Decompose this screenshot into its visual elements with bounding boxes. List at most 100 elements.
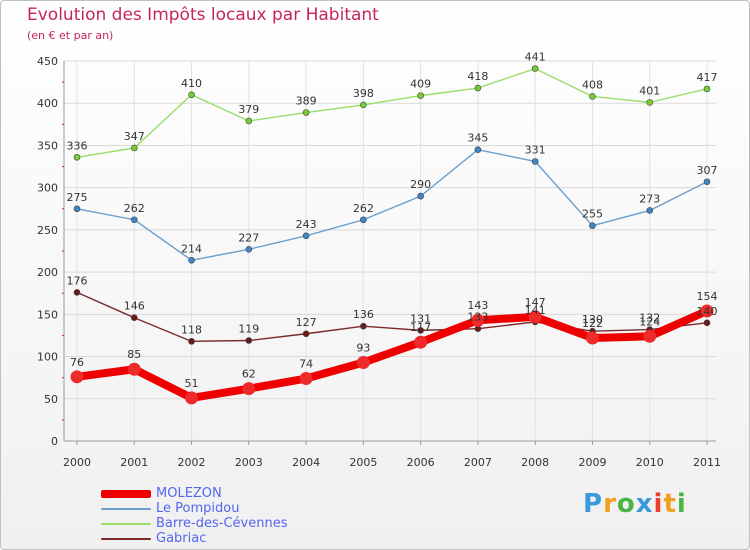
logo-letter: P (583, 489, 604, 519)
proxiti-logo: Proxiti (583, 489, 687, 519)
legend-label: Gabriac (156, 531, 207, 546)
data-label: 336 (67, 139, 88, 152)
series-line-barre-des-c-vennes (76, 67, 708, 158)
data-point (73, 205, 81, 213)
data-point (302, 232, 310, 240)
logo-letter: i (653, 489, 664, 519)
data-label: 262 (353, 202, 374, 215)
data-point (474, 146, 482, 153)
series-line-gabriac (76, 291, 708, 343)
legend-swatch (101, 489, 151, 498)
data-point (299, 372, 313, 386)
data-point (417, 92, 424, 99)
y-tick-label: 300 (37, 182, 58, 195)
x-tick-label: 2011 (693, 456, 721, 469)
x-tick-label: 2003 (235, 456, 263, 469)
data-point (531, 65, 539, 72)
data-point (245, 117, 253, 125)
legend-label: MOLEZON (156, 486, 222, 501)
data-point (130, 216, 138, 224)
data-label: 398 (353, 87, 374, 100)
chart-subtitle: (en € et par an) (27, 29, 114, 42)
data-label: 273 (639, 192, 660, 205)
data-point (188, 91, 195, 99)
data-point (73, 153, 81, 161)
legend-label: Le Pompidou (156, 501, 240, 516)
data-point (127, 362, 141, 376)
data-point (185, 391, 199, 405)
data-label: 131 (410, 312, 431, 325)
data-point (242, 382, 256, 396)
x-tick-label: 2005 (349, 456, 377, 469)
legend-swatch (101, 522, 151, 525)
data-label: 133 (467, 311, 488, 324)
data-point (646, 207, 654, 214)
x-tick-label: 2008 (521, 456, 549, 469)
data-point (302, 109, 310, 116)
y-tick-label: 150 (37, 308, 58, 321)
data-point (643, 329, 657, 343)
y-tick-label: 0 (51, 435, 58, 448)
data-point (531, 158, 539, 165)
x-tick-label: 2001 (120, 456, 148, 469)
logo-letter: x (635, 489, 654, 519)
data-label: 143 (467, 299, 488, 312)
data-point (703, 85, 711, 93)
data-label: 227 (238, 231, 259, 244)
data-point (188, 256, 195, 264)
data-point (70, 370, 84, 384)
data-label: 275 (67, 191, 88, 204)
x-tick-label: 2010 (636, 456, 664, 469)
series-line-le-pompidou (76, 148, 708, 261)
data-label: 418 (467, 70, 488, 83)
data-label: 417 (697, 71, 718, 84)
data-label: 74 (299, 358, 313, 371)
data-label: 132 (639, 312, 660, 325)
data-label: 345 (467, 132, 488, 145)
data-point (528, 310, 542, 324)
data-label: 76 (70, 356, 84, 369)
data-point (245, 246, 253, 253)
data-label: 136 (353, 308, 374, 321)
data-label: 290 (410, 178, 431, 191)
data-label: 401 (639, 84, 660, 97)
data-label: 124 (639, 315, 660, 328)
y-tick-label: 400 (37, 97, 58, 110)
y-tick-label: 50 (44, 393, 58, 406)
data-point (302, 330, 310, 338)
data-label: 243 (296, 218, 317, 231)
data-label: 119 (238, 323, 259, 336)
data-label: 410 (181, 77, 202, 90)
data-label-layer: 336 347 410 379 389 398 409 418 441 408 401 417 275 2… (67, 51, 718, 390)
data-point (474, 84, 482, 92)
legend-label: Barre-des-Cévennes (156, 516, 288, 531)
data-point (356, 355, 370, 369)
data-point (589, 93, 596, 100)
data-label: 331 (525, 143, 546, 156)
data-point (417, 192, 424, 200)
x-tick-label: 2004 (292, 456, 320, 469)
data-label: 62 (242, 368, 256, 381)
data-label: 409 (410, 78, 431, 91)
data-label: 140 (697, 305, 718, 318)
x-tick-label: 2006 (407, 456, 435, 469)
data-point (73, 289, 81, 296)
data-point (417, 327, 424, 334)
data-label: 262 (124, 202, 145, 215)
data-label: 154 (697, 290, 718, 303)
data-label: 389 (296, 95, 317, 108)
data-point (703, 319, 711, 327)
series-layer (70, 65, 714, 405)
x-tick-label: 2009 (578, 456, 606, 469)
y-tick-label: 350 (37, 139, 58, 152)
data-label: 117 (410, 321, 431, 334)
data-label: 147 (525, 296, 546, 309)
data-label: 379 (238, 103, 259, 116)
data-point (130, 144, 138, 152)
data-point (589, 222, 596, 229)
y-tick-label: 450 (37, 55, 58, 68)
data-point (703, 178, 711, 186)
axis-layer: 0 50 100 150 200 250 300 350 400 450 2000 2001 2002 2… (37, 55, 721, 469)
